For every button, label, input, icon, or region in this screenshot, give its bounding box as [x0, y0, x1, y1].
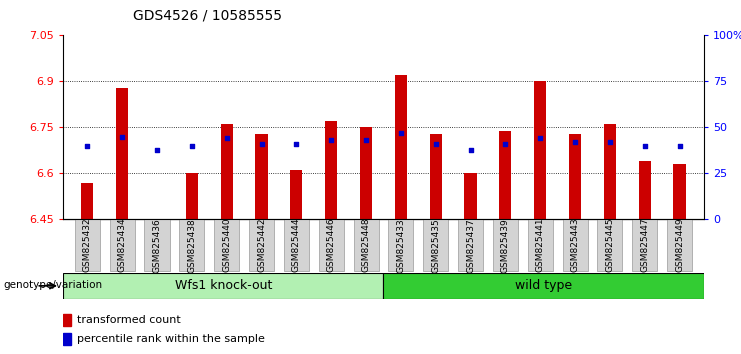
Point: [639, 143, 651, 149]
Bar: [569, 133, 581, 219]
FancyBboxPatch shape: [75, 219, 100, 271]
Bar: [534, 81, 546, 219]
Text: GSM825435: GSM825435: [431, 218, 440, 273]
FancyBboxPatch shape: [319, 219, 344, 271]
Point: [256, 141, 268, 147]
Point: [186, 143, 198, 149]
Text: genotype/variation: genotype/variation: [4, 280, 103, 290]
Text: GSM825442: GSM825442: [257, 218, 266, 272]
Point: [499, 141, 511, 147]
Bar: [116, 87, 128, 219]
Text: GSM825434: GSM825434: [118, 218, 127, 273]
Text: GSM825437: GSM825437: [466, 218, 475, 273]
FancyBboxPatch shape: [388, 219, 413, 271]
FancyBboxPatch shape: [632, 219, 657, 271]
Bar: [290, 170, 302, 219]
Text: GSM825443: GSM825443: [571, 218, 579, 273]
Text: GSM825441: GSM825441: [536, 218, 545, 273]
Text: transformed count: transformed count: [77, 315, 181, 325]
Bar: [256, 133, 268, 219]
Text: GSM825445: GSM825445: [605, 218, 614, 273]
Point: [534, 136, 546, 141]
Point: [395, 130, 407, 136]
Bar: [465, 173, 476, 219]
Point: [325, 137, 337, 143]
FancyBboxPatch shape: [249, 219, 274, 271]
Text: GSM825440: GSM825440: [222, 218, 231, 273]
Bar: [499, 131, 511, 219]
FancyBboxPatch shape: [562, 219, 588, 271]
Text: GSM825446: GSM825446: [327, 218, 336, 273]
Bar: [63, 273, 384, 299]
FancyBboxPatch shape: [458, 219, 483, 271]
Text: GDS4526 / 10585555: GDS4526 / 10585555: [133, 9, 282, 23]
Point: [569, 139, 581, 145]
Bar: [221, 124, 233, 219]
Bar: [604, 124, 616, 219]
Text: GSM825448: GSM825448: [362, 218, 370, 273]
FancyBboxPatch shape: [493, 219, 518, 271]
Bar: [639, 161, 651, 219]
Bar: [395, 75, 407, 219]
Text: GSM825439: GSM825439: [501, 218, 510, 273]
Text: percentile rank within the sample: percentile rank within the sample: [77, 335, 265, 344]
Bar: [82, 183, 93, 219]
FancyBboxPatch shape: [144, 219, 170, 271]
Bar: [63, 333, 71, 345]
Point: [430, 141, 442, 147]
Point: [221, 136, 233, 141]
Bar: [430, 133, 442, 219]
FancyBboxPatch shape: [353, 219, 379, 271]
Bar: [360, 127, 372, 219]
Point: [151, 147, 163, 152]
FancyBboxPatch shape: [179, 219, 205, 271]
FancyBboxPatch shape: [214, 219, 239, 271]
FancyBboxPatch shape: [423, 219, 448, 271]
FancyBboxPatch shape: [597, 219, 622, 271]
FancyBboxPatch shape: [110, 219, 135, 271]
Point: [674, 143, 685, 149]
Text: wild type: wild type: [515, 279, 572, 292]
Point: [290, 141, 302, 147]
Text: GSM825432: GSM825432: [83, 218, 92, 273]
Point: [360, 137, 372, 143]
Text: Wfs1 knock-out: Wfs1 knock-out: [175, 279, 272, 292]
Text: GSM825449: GSM825449: [675, 218, 684, 273]
FancyBboxPatch shape: [284, 219, 309, 271]
Text: GSM825438: GSM825438: [187, 218, 196, 273]
Text: GSM825447: GSM825447: [640, 218, 649, 273]
Bar: [674, 164, 685, 219]
Point: [465, 147, 476, 152]
Bar: [325, 121, 337, 219]
FancyBboxPatch shape: [528, 219, 553, 271]
Point: [116, 134, 128, 139]
Text: GSM825436: GSM825436: [153, 218, 162, 273]
Bar: [384, 273, 704, 299]
Text: GSM825444: GSM825444: [292, 218, 301, 272]
FancyBboxPatch shape: [667, 219, 692, 271]
Bar: [186, 173, 198, 219]
Text: GSM825433: GSM825433: [396, 218, 405, 273]
Point: [604, 139, 616, 145]
Point: [82, 143, 93, 149]
Bar: [63, 314, 71, 326]
